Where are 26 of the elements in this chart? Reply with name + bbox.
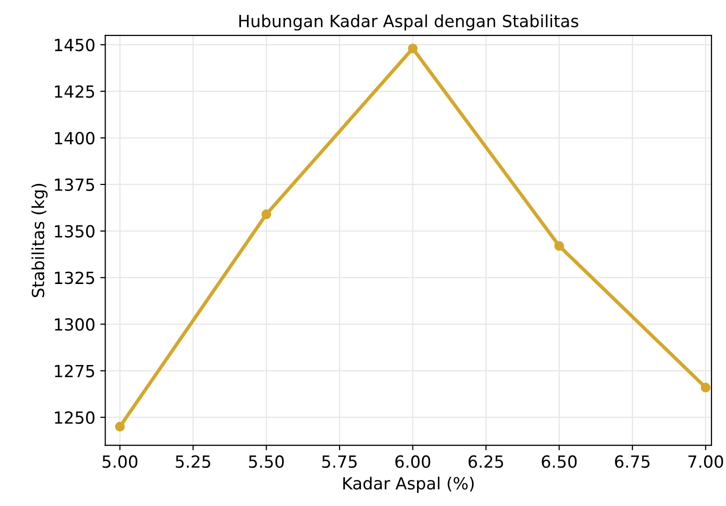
point bbox=[700, 382, 710, 392]
y-tick-label: 1325 bbox=[54, 272, 94, 284]
y-tick-label: 1450 bbox=[54, 38, 94, 52]
x-tick-label: 6.00 bbox=[395, 455, 430, 468]
y-tick-label: 1275 bbox=[54, 364, 94, 378]
y-tick-label: 1300 bbox=[54, 318, 94, 331]
y-tick-label: 1425 bbox=[54, 85, 94, 98]
y-tick-label: 1375 bbox=[54, 178, 94, 192]
x-tick-label: 5.00 bbox=[102, 455, 138, 468]
y-axis-title: Stabilitas (kg) bbox=[31, 184, 48, 298]
chart-title: Hubungan Kadar Aspal dengan Stabilitas bbox=[239, 14, 578, 31]
x-tick-label: 7.00 bbox=[688, 455, 724, 468]
y-tick-label: 1250 bbox=[54, 411, 94, 424]
y-tick-label: 1350 bbox=[54, 224, 94, 238]
x-tick-label: 6.25 bbox=[468, 455, 504, 468]
y-tick-label: 1400 bbox=[54, 132, 94, 144]
x-tick-label: 6.75 bbox=[615, 455, 650, 468]
x-axis-title: Kadar Aspal (%) bbox=[343, 476, 474, 493]
x-tick-label: 5.50 bbox=[249, 455, 284, 468]
point bbox=[554, 241, 564, 251]
point bbox=[261, 209, 272, 220]
x-tick-label: 6.50 bbox=[542, 455, 577, 468]
x-tick-label: 5.25 bbox=[176, 455, 210, 468]
x-tick-label: 5.75 bbox=[322, 456, 357, 468]
point bbox=[115, 422, 125, 432]
point bbox=[408, 44, 418, 54]
